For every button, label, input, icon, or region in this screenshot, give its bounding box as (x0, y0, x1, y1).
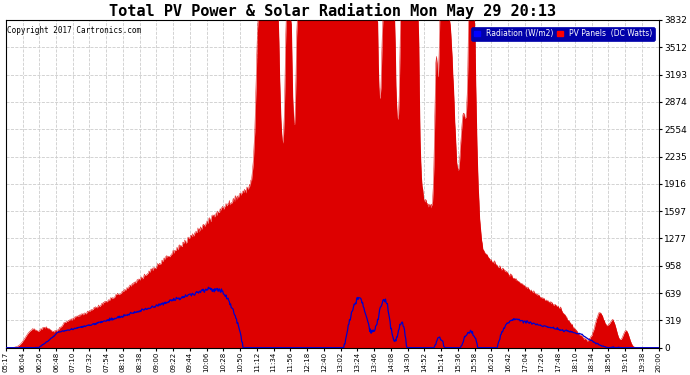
Legend: Radiation (W/m2), PV Panels  (DC Watts): Radiation (W/m2), PV Panels (DC Watts) (471, 27, 655, 40)
Title: Total PV Power & Solar Radiation Mon May 29 20:13: Total PV Power & Solar Radiation Mon May… (108, 3, 555, 19)
Text: Copyright 2017 Cartronics.com: Copyright 2017 Cartronics.com (7, 27, 141, 36)
